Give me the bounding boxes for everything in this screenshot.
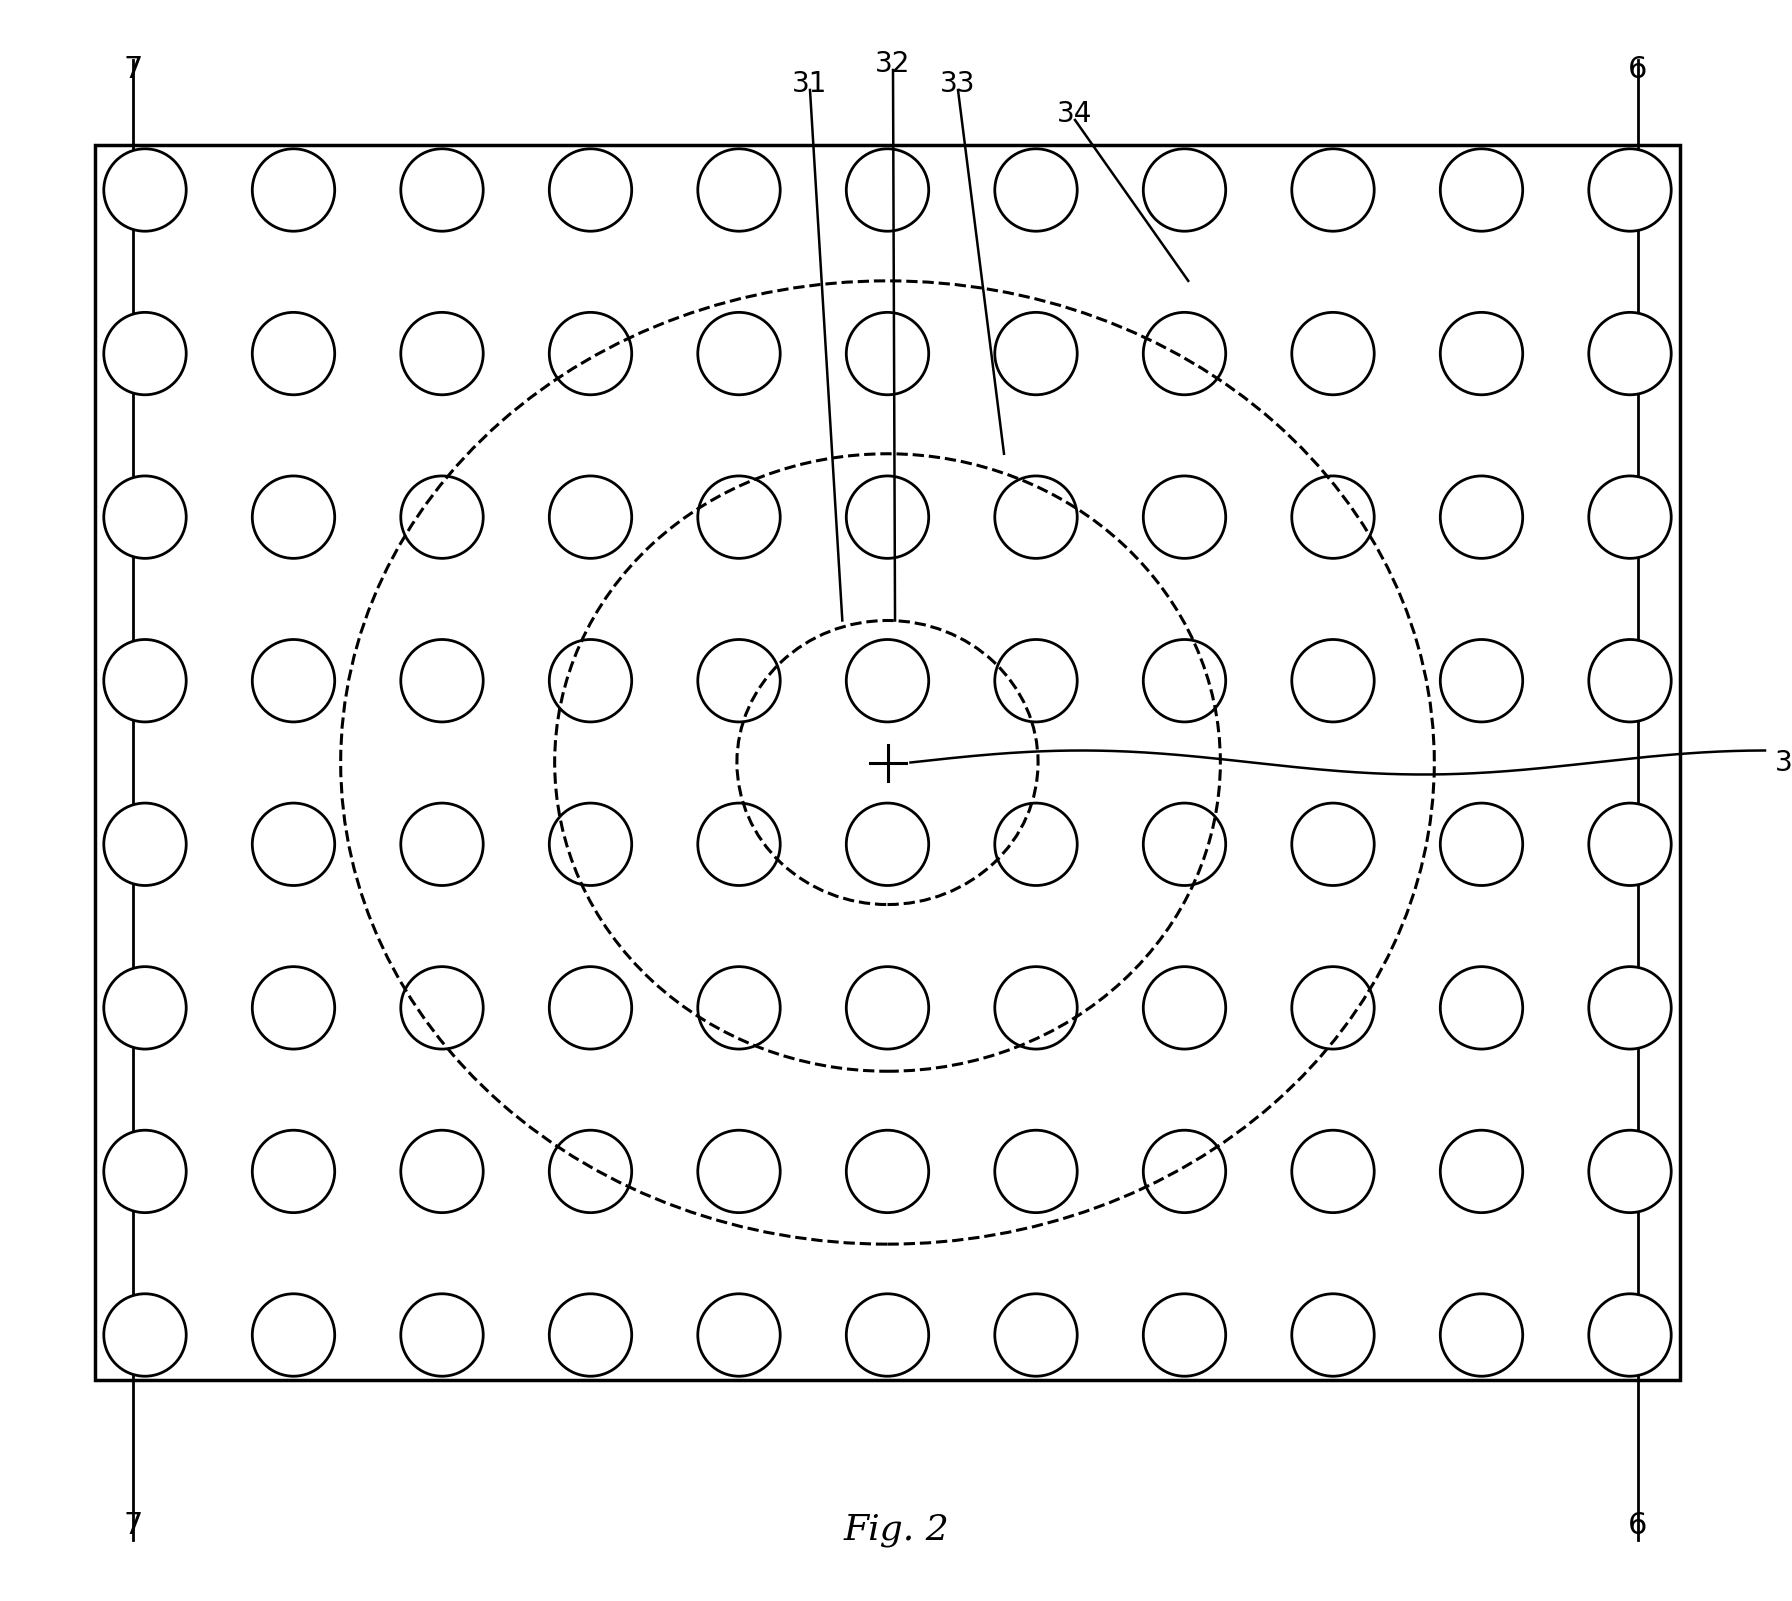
Text: 6: 6: [1629, 54, 1647, 83]
Circle shape: [1441, 149, 1523, 231]
Circle shape: [1292, 804, 1374, 885]
Circle shape: [401, 1130, 484, 1212]
Circle shape: [401, 804, 484, 885]
Circle shape: [253, 804, 335, 885]
Circle shape: [1143, 475, 1226, 559]
Circle shape: [253, 967, 335, 1049]
Circle shape: [697, 639, 780, 722]
Circle shape: [697, 1130, 780, 1212]
Circle shape: [104, 639, 186, 722]
Circle shape: [253, 149, 335, 231]
Circle shape: [104, 967, 186, 1049]
Circle shape: [846, 639, 928, 722]
Text: 32: 32: [874, 50, 910, 78]
Circle shape: [253, 1294, 335, 1377]
Circle shape: [1590, 1130, 1672, 1212]
Circle shape: [253, 475, 335, 559]
Text: 6: 6: [1629, 1511, 1647, 1540]
Circle shape: [1143, 312, 1226, 395]
Circle shape: [1292, 149, 1374, 231]
Circle shape: [697, 312, 780, 395]
Circle shape: [1143, 639, 1226, 722]
Circle shape: [253, 312, 335, 395]
Circle shape: [550, 475, 633, 559]
Circle shape: [995, 475, 1077, 559]
Circle shape: [1143, 149, 1226, 231]
Circle shape: [1143, 1130, 1226, 1212]
Circle shape: [550, 804, 633, 885]
Circle shape: [1143, 804, 1226, 885]
Circle shape: [995, 804, 1077, 885]
Circle shape: [1292, 1294, 1374, 1377]
Circle shape: [253, 639, 335, 722]
Bar: [95, 146, 1681, 1380]
Circle shape: [104, 312, 186, 395]
Circle shape: [846, 1130, 928, 1212]
Circle shape: [995, 967, 1077, 1049]
Circle shape: [995, 1130, 1077, 1212]
Circle shape: [846, 804, 928, 885]
Circle shape: [1590, 475, 1672, 559]
Circle shape: [846, 475, 928, 559]
Circle shape: [1590, 312, 1672, 395]
Circle shape: [1590, 639, 1672, 722]
Circle shape: [401, 312, 484, 395]
Text: Fig. 2: Fig. 2: [842, 1513, 950, 1547]
Circle shape: [1292, 639, 1374, 722]
Circle shape: [846, 312, 928, 395]
Circle shape: [697, 804, 780, 885]
Text: 35: 35: [1776, 749, 1792, 776]
Circle shape: [104, 1294, 186, 1377]
Text: 7: 7: [124, 54, 143, 83]
Circle shape: [104, 804, 186, 885]
Circle shape: [697, 1294, 780, 1377]
Text: 7: 7: [124, 1511, 143, 1540]
Circle shape: [1441, 967, 1523, 1049]
Circle shape: [697, 967, 780, 1049]
Circle shape: [550, 1294, 633, 1377]
Circle shape: [846, 1294, 928, 1377]
Circle shape: [1590, 804, 1672, 885]
Circle shape: [1441, 639, 1523, 722]
Circle shape: [1441, 1294, 1523, 1377]
Circle shape: [1292, 1130, 1374, 1212]
Circle shape: [995, 1294, 1077, 1377]
Circle shape: [104, 1130, 186, 1212]
Circle shape: [401, 149, 484, 231]
Circle shape: [550, 149, 633, 231]
Circle shape: [550, 967, 633, 1049]
Circle shape: [1441, 1130, 1523, 1212]
Circle shape: [846, 149, 928, 231]
Circle shape: [401, 1294, 484, 1377]
Circle shape: [550, 1130, 633, 1212]
Circle shape: [401, 967, 484, 1049]
Circle shape: [1143, 1294, 1226, 1377]
Circle shape: [846, 967, 928, 1049]
Circle shape: [104, 149, 186, 231]
Circle shape: [995, 639, 1077, 722]
Circle shape: [253, 1130, 335, 1212]
Circle shape: [1441, 475, 1523, 559]
Circle shape: [1590, 967, 1672, 1049]
Circle shape: [104, 475, 186, 559]
Text: 33: 33: [941, 70, 977, 98]
Text: 31: 31: [792, 70, 828, 98]
Circle shape: [697, 149, 780, 231]
Circle shape: [550, 639, 633, 722]
Circle shape: [401, 475, 484, 559]
Circle shape: [1441, 804, 1523, 885]
Text: 34: 34: [1057, 99, 1093, 128]
Circle shape: [1590, 1294, 1672, 1377]
Circle shape: [550, 312, 633, 395]
Circle shape: [401, 639, 484, 722]
Circle shape: [1292, 475, 1374, 559]
Circle shape: [1143, 967, 1226, 1049]
Circle shape: [1292, 312, 1374, 395]
Circle shape: [995, 312, 1077, 395]
Circle shape: [1441, 312, 1523, 395]
Circle shape: [1292, 967, 1374, 1049]
Circle shape: [995, 149, 1077, 231]
Circle shape: [1590, 149, 1672, 231]
Circle shape: [697, 475, 780, 559]
